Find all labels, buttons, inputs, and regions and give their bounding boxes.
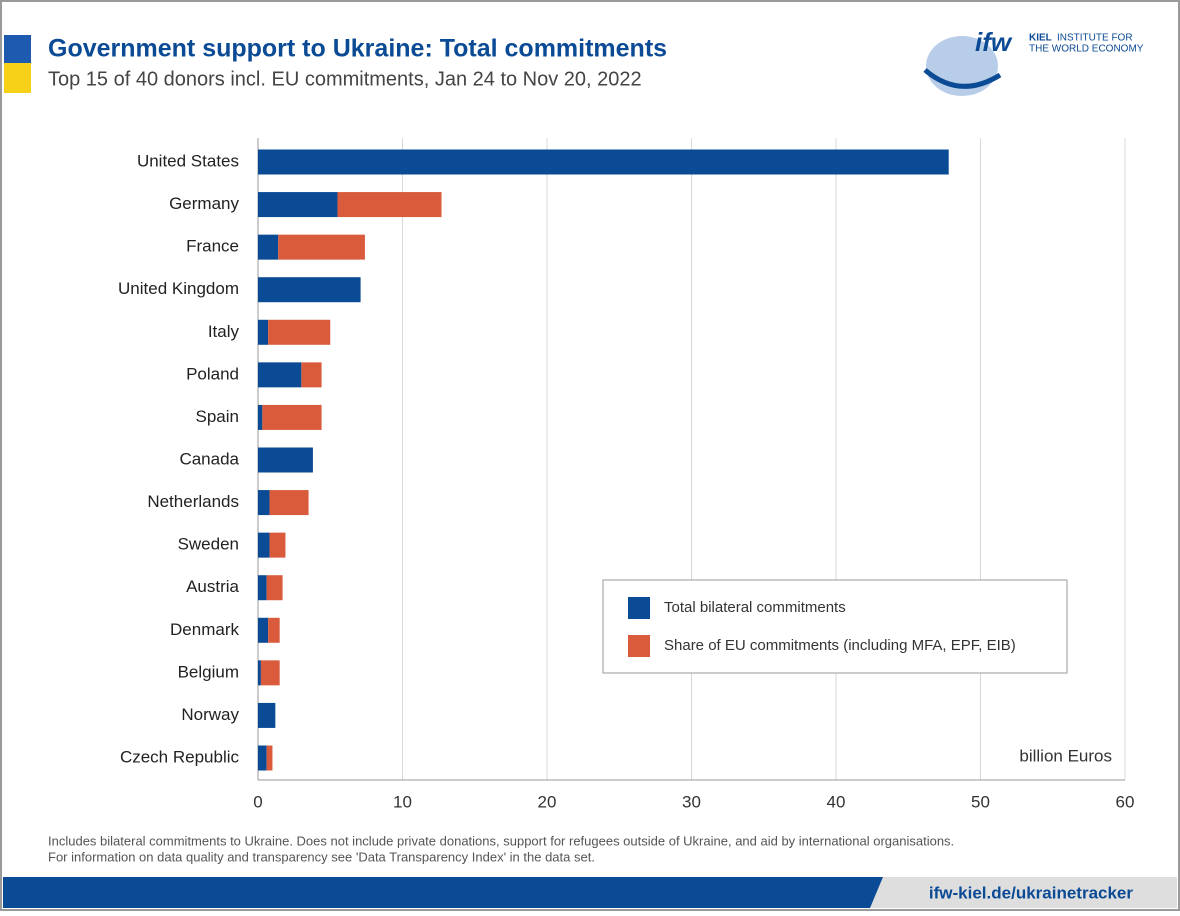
footer-box [870,877,1177,908]
legend-label: Total bilateral commitments [664,599,846,616]
bar [269,490,309,516]
x-tick-label: 10 [393,792,412,811]
bar [258,745,267,771]
y-tick-label: France [186,237,239,256]
logo-name: INSTITUTE FOR [1057,33,1133,44]
bar [258,192,338,218]
x-tick-label: 30 [682,792,701,811]
logo: ifw KIEL INSTITUTE FOR THE WORLD ECONOMY [923,27,1144,96]
y-tick-label: United Kingdom [118,279,239,298]
bar [258,319,269,345]
x-tick-label: 50 [971,792,990,811]
legend-box [602,579,1068,674]
bar [337,192,442,218]
plot: 0 10 20 30 40 50 60 United States Germany France U… [118,138,1134,811]
chart-subtitle: Top 15 of 40 donors incl. EU commitments… [48,68,642,90]
bar [258,277,361,303]
bar [258,660,261,686]
y-tick-label: Italy [208,322,240,341]
bar [262,404,322,430]
note: For information on data quality and tran… [48,849,595,864]
bar [258,362,302,388]
bar [266,745,273,771]
y-tick-label: Sweden [178,535,239,554]
bar [258,149,949,175]
y-tick-label: United States [137,151,239,170]
flag-yellow [4,63,31,93]
bar [278,234,365,260]
source-url: ifw-kiel.de/ukrainetracker [929,883,1133,902]
logo-swoosh [923,68,1002,89]
bar [260,660,280,686]
x-tick-label: 20 [538,792,557,811]
y-tick-label: Belgium [178,662,239,681]
bar [268,617,280,643]
y-tick-label: Germany [169,194,239,213]
y-tick-label: Spain [196,407,239,426]
x-tick-label: 40 [827,792,846,811]
bar [301,362,322,388]
legend-label: Share of EU commitments (including MFA, … [664,637,1016,654]
chart-title: Government support to Ukraine: Total com… [48,35,667,63]
bar [258,404,263,430]
bar [258,447,313,473]
y-tick-label: Denmark [170,620,239,639]
footer-bar [3,877,883,908]
note: Includes bilateral commitments to Ukrain… [48,833,954,848]
legend-swatch [628,597,650,619]
flag-blue [4,35,31,63]
bar [258,702,276,728]
x-tick-label: 0 [253,792,262,811]
bar [258,532,270,558]
legend: Total bilateral commitments Share of EU c… [628,597,1016,657]
bar [269,532,286,558]
y-tick-label: Austria [186,577,239,596]
logo-mark: ifw [975,27,1013,57]
x-tick-label: 60 [1116,792,1135,811]
y-tick-label: Czech Republic [120,747,240,766]
bar [258,490,270,516]
y-tick-label: Poland [186,364,239,383]
legend-swatch [628,635,650,657]
y-tick-label: Canada [179,449,239,468]
bar [258,617,269,643]
bar [266,575,283,601]
unit-label: billion Euros [1019,746,1112,765]
y-tick-label: Netherlands [147,492,239,511]
logo-name-bold: KIEL [1029,33,1052,44]
y-tick-label: Norway [181,705,239,724]
bar [258,234,279,260]
bar [258,575,267,601]
bar [268,319,331,345]
logo-name: THE WORLD ECONOMY [1029,44,1144,55]
